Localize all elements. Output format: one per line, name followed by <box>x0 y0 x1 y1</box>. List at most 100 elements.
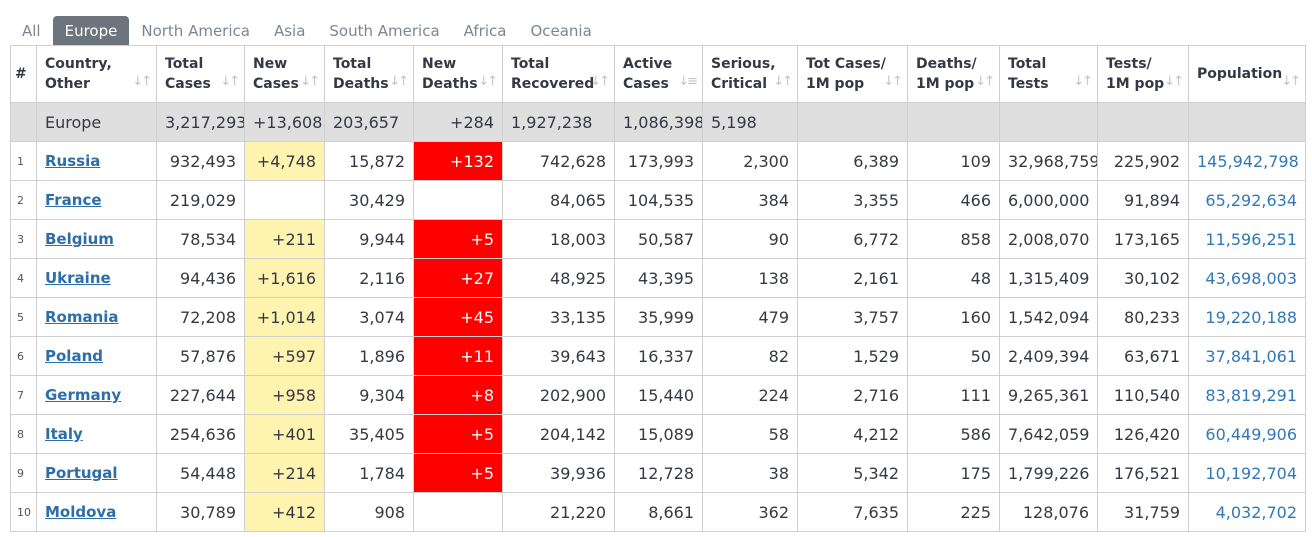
active-cases-cell: 104,535 <box>614 180 703 220</box>
header-label: Serious, Critical <box>711 56 776 92</box>
total-recovered-cell: 21,220 <box>502 492 615 532</box>
cases-per-1m-cell: 6,772 <box>797 219 908 259</box>
sort-icon[interactable]: ↓↑ <box>590 74 610 89</box>
tab-all[interactable]: All <box>22 22 41 40</box>
tab-africa[interactable]: Africa <box>463 22 507 40</box>
sort-icon[interactable]: ↓↑ <box>1281 74 1301 89</box>
header-label: Population <box>1197 66 1283 82</box>
tab-oceania[interactable]: Oceania <box>530 22 592 40</box>
country-cell: Germany <box>36 375 157 415</box>
header-col-new-cases[interactable]: New Cases ↓↑ <box>244 45 325 103</box>
new-deaths-cell: +5 <box>413 414 503 454</box>
deaths-per-1m-cell: 175 <box>907 453 1000 493</box>
country-link[interactable]: Germany <box>45 386 122 404</box>
country-link[interactable]: Romania <box>45 308 119 326</box>
sort-icon[interactable]: ↓↑ <box>478 74 498 89</box>
header-col-total-deaths[interactable]: Total Deaths ↓↑ <box>324 45 414 103</box>
sort-icon[interactable]: ↓↑ <box>389 74 409 89</box>
tests-per-1m-cell: 63,671 <box>1097 336 1189 376</box>
region-tabs: All Europe North America Asia South Amer… <box>10 16 604 46</box>
total-row-empty <box>999 102 1098 142</box>
cases-per-1m-cell: 2,161 <box>797 258 908 298</box>
country-link[interactable]: France <box>45 191 102 209</box>
country-link[interactable]: Ukraine <box>45 269 111 287</box>
table-row: 2 France 219,029 30,429 84,065 104,535 384 3,35… <box>10 180 1306 220</box>
country-cell: Italy <box>36 414 157 454</box>
total-tests-cell: 9,265,361 <box>999 375 1098 415</box>
total-cases-cell: 30,789 <box>156 492 245 532</box>
tab-south-america[interactable]: South America <box>329 22 440 40</box>
sort-icon[interactable]: ↓↑ <box>132 74 152 89</box>
total-row-active-cases: 1,086,398 <box>614 102 703 142</box>
sort-icon[interactable]: ↓↑ <box>773 74 793 89</box>
header-col-cases-per-1m[interactable]: Tot Cases/ 1M pop ↓↑ <box>797 45 908 103</box>
tests-per-1m-cell: 173,165 <box>1097 219 1189 259</box>
serious-cell: 224 <box>702 375 798 415</box>
header-col-active-cases[interactable]: Active Cases ↓≡ <box>614 45 703 103</box>
new-deaths-cell <box>413 180 503 220</box>
header-col-num[interactable]: # <box>10 45 37 103</box>
active-cases-cell: 35,999 <box>614 297 703 337</box>
cases-per-1m-cell: 2,716 <box>797 375 908 415</box>
table-row: 10 Moldova 30,789 +412 908 21,220 8,661 362 7,63… <box>10 492 1306 532</box>
country-link[interactable]: Portugal <box>45 464 118 482</box>
sort-icon[interactable]: ↓↑ <box>883 74 903 89</box>
header-label: Total Deaths <box>333 56 389 92</box>
sort-icon[interactable]: ↓↑ <box>220 74 240 89</box>
header-col-new-deaths[interactable]: New Deaths ↓↑ <box>413 45 503 103</box>
tests-per-1m-cell: 91,894 <box>1097 180 1189 220</box>
header-col-total-tests[interactable]: Total Tests ↓↑ <box>999 45 1098 103</box>
total-row-empty <box>1097 102 1189 142</box>
country-cell: Romania <box>36 297 157 337</box>
active-cases-cell: 173,993 <box>614 141 703 181</box>
header-col-total-cases[interactable]: Total Cases ↓↑ <box>156 45 245 103</box>
sort-icon[interactable]: ↓↑ <box>1164 74 1184 89</box>
population-cell: 83,819,291 <box>1188 375 1306 415</box>
table-row: 8 Italy 254,636 +401 35,405 +5 204,142 15,089 58… <box>10 414 1306 454</box>
total-deaths-cell: 2,116 <box>324 258 414 298</box>
header-label: Active Cases <box>623 56 673 92</box>
cases-per-1m-cell: 7,635 <box>797 492 908 532</box>
total-cases-cell: 219,029 <box>156 180 245 220</box>
sort-icon[interactable]: ↓↑ <box>300 74 320 89</box>
table-row: 6 Poland 57,876 +597 1,896 +11 39,643 16,337 82 1… <box>10 336 1306 376</box>
total-row: Europe 3,217,293 +13,608 203,657 +284 1,… <box>10 102 1306 142</box>
tab-asia[interactable]: Asia <box>273 22 306 40</box>
table-row: 7 Germany 227,644 +958 9,304 +8 202,900 15,440 2… <box>10 375 1306 415</box>
country-cell: Portugal <box>36 453 157 493</box>
new-cases-cell: +214 <box>244 453 325 493</box>
country-link[interactable]: Russia <box>45 152 101 170</box>
population-cell: 11,596,251 <box>1188 219 1306 259</box>
total-tests-cell: 7,642,059 <box>999 414 1098 454</box>
header-col-country[interactable]: Country, Other ↓↑ <box>36 45 157 103</box>
serious-cell: 138 <box>702 258 798 298</box>
country-cell: France <box>36 180 157 220</box>
country-link[interactable]: Italy <box>45 425 83 443</box>
country-link[interactable]: Poland <box>45 347 103 365</box>
country-link[interactable]: Belgium <box>45 230 114 248</box>
header-col-tests-per-1m[interactable]: Tests/ 1M pop ↓↑ <box>1097 45 1189 103</box>
header-col-population[interactable]: Population ↓↑ <box>1188 45 1306 103</box>
new-deaths-cell: +5 <box>413 219 503 259</box>
serious-cell: 479 <box>702 297 798 337</box>
tests-per-1m-cell: 80,233 <box>1097 297 1189 337</box>
new-deaths-cell: +45 <box>413 297 503 337</box>
total-recovered-cell: 48,925 <box>502 258 615 298</box>
new-deaths-cell: +27 <box>413 258 503 298</box>
total-tests-cell: 32,968,759 <box>999 141 1098 181</box>
population-cell: 10,192,704 <box>1188 453 1306 493</box>
header-col-total-recovered[interactable]: Total Recovered ↓↑ <box>502 45 615 103</box>
cases-per-1m-cell: 3,757 <box>797 297 908 337</box>
header-label: Total Cases <box>165 56 211 92</box>
tab-europe[interactable]: Europe <box>52 16 130 46</box>
tab-north-america[interactable]: North America <box>141 22 250 40</box>
country-link[interactable]: Moldova <box>45 503 117 521</box>
sort-icon[interactable]: ↓↑ <box>1073 74 1093 89</box>
total-tests-cell: 128,076 <box>999 492 1098 532</box>
header-col-serious[interactable]: Serious, Critical ↓↑ <box>702 45 798 103</box>
header-col-deaths-per-1m[interactable]: Deaths/ 1M pop ↓↑ <box>907 45 1000 103</box>
sort-icon[interactable]: ↓≡ <box>678 74 698 89</box>
sort-icon[interactable]: ↓↑ <box>975 74 995 89</box>
country-cell: Russia <box>36 141 157 181</box>
total-recovered-cell: 742,628 <box>502 141 615 181</box>
